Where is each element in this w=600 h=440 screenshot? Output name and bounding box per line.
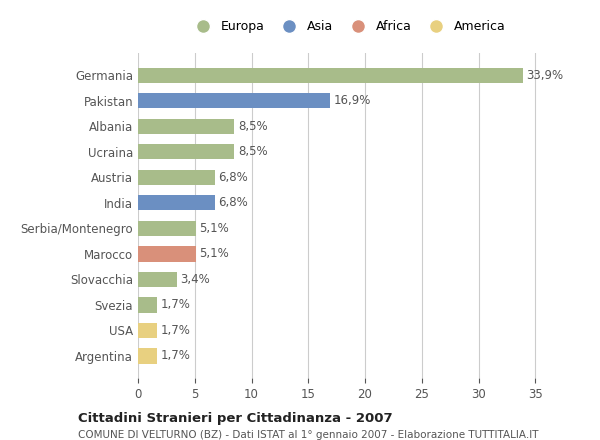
Text: 6,8%: 6,8%: [218, 171, 248, 184]
Bar: [138, 221, 196, 236]
Bar: [138, 144, 235, 159]
Legend: Europa, Asia, Africa, America: Europa, Asia, Africa, America: [187, 17, 509, 37]
Bar: [138, 272, 176, 287]
Bar: [138, 246, 196, 261]
Bar: [138, 119, 235, 134]
Text: 1,7%: 1,7%: [161, 349, 191, 363]
Text: 6,8%: 6,8%: [218, 196, 248, 209]
Text: COMUNE DI VELTURNO (BZ) - Dati ISTAT al 1° gennaio 2007 - Elaborazione TUTTITALI: COMUNE DI VELTURNO (BZ) - Dati ISTAT al …: [78, 430, 539, 440]
Text: 1,7%: 1,7%: [161, 298, 191, 312]
Bar: [138, 195, 215, 210]
Bar: [138, 323, 157, 338]
Text: 8,5%: 8,5%: [238, 120, 268, 133]
Bar: [138, 297, 157, 312]
Bar: [138, 170, 215, 185]
Text: 5,1%: 5,1%: [199, 247, 229, 260]
Bar: [138, 93, 330, 108]
Bar: [138, 348, 157, 363]
Text: 3,4%: 3,4%: [180, 273, 210, 286]
Text: 5,1%: 5,1%: [199, 222, 229, 235]
Text: Cittadini Stranieri per Cittadinanza - 2007: Cittadini Stranieri per Cittadinanza - 2…: [78, 412, 392, 425]
Text: 1,7%: 1,7%: [161, 324, 191, 337]
Text: 33,9%: 33,9%: [526, 69, 563, 82]
Text: 8,5%: 8,5%: [238, 145, 268, 158]
Text: 16,9%: 16,9%: [333, 94, 371, 107]
Bar: [138, 68, 523, 83]
